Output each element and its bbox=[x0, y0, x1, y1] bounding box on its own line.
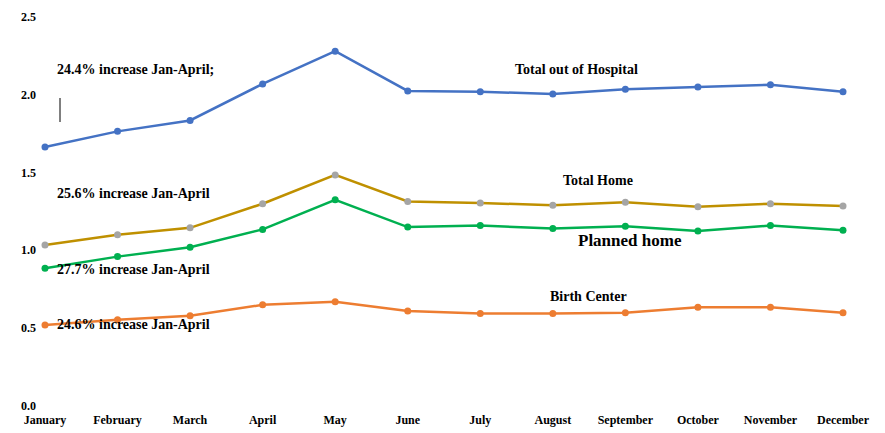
series-marker bbox=[840, 309, 847, 316]
series-marker bbox=[477, 199, 484, 206]
series-marker bbox=[477, 88, 484, 95]
x-tick-label: September bbox=[598, 413, 654, 427]
chart: 0.0 0.5 1.0 1.5 2.0 2.5 January February March Ap… bbox=[0, 0, 885, 433]
series-marker bbox=[332, 298, 339, 305]
series-marker bbox=[114, 253, 121, 260]
series-marker bbox=[549, 91, 556, 98]
series-marker bbox=[622, 86, 629, 93]
series-marker bbox=[259, 200, 266, 207]
y-tick-label: 1.0 bbox=[21, 243, 36, 257]
series-line bbox=[45, 175, 843, 245]
series-marker bbox=[332, 48, 339, 55]
series-marker bbox=[694, 304, 701, 311]
series-marker bbox=[404, 224, 411, 231]
series-marker bbox=[187, 117, 194, 124]
y-tick-label: 1.5 bbox=[21, 166, 36, 180]
series-marker bbox=[477, 310, 484, 317]
series-label: Planned home bbox=[578, 231, 682, 250]
y-tick-label: 0.5 bbox=[21, 321, 36, 335]
series-marker bbox=[767, 222, 774, 229]
series-marker bbox=[332, 196, 339, 203]
annotation: 25.6% increase Jan-April bbox=[57, 186, 210, 201]
x-tick-label: August bbox=[534, 413, 571, 427]
series-marker bbox=[549, 202, 556, 209]
annotation: 24.4% increase Jan-April; bbox=[57, 62, 214, 77]
series-marker bbox=[622, 309, 629, 316]
series-label: Total Home bbox=[563, 173, 633, 188]
series-marker bbox=[259, 80, 266, 87]
series-marker bbox=[549, 225, 556, 232]
series-marker bbox=[767, 81, 774, 88]
x-tick-label: January bbox=[24, 413, 67, 427]
series-marker bbox=[42, 143, 49, 150]
series-marker bbox=[404, 87, 411, 94]
series-marker bbox=[259, 301, 266, 308]
series-marker bbox=[840, 227, 847, 234]
series-marker bbox=[840, 88, 847, 95]
x-tick-label: March bbox=[173, 413, 208, 427]
series-label: Total out of Hospital bbox=[515, 62, 638, 77]
series-marker bbox=[187, 244, 194, 251]
x-tick-label: November bbox=[744, 413, 798, 427]
annotation-tick bbox=[60, 98, 61, 122]
series-marker bbox=[114, 128, 121, 135]
series-marker bbox=[404, 198, 411, 205]
series-marker bbox=[622, 199, 629, 206]
series-label: Birth Center bbox=[550, 289, 627, 304]
series-marker bbox=[259, 226, 266, 233]
x-tick-label: April bbox=[249, 413, 277, 427]
series-line bbox=[45, 200, 843, 268]
x-tick-label: October bbox=[677, 413, 720, 427]
series-marker bbox=[840, 203, 847, 210]
series-marker bbox=[767, 304, 774, 311]
series-marker bbox=[404, 308, 411, 315]
series-marker bbox=[42, 265, 49, 272]
series-marker bbox=[767, 200, 774, 207]
series-marker bbox=[622, 223, 629, 230]
x-tick-label: July bbox=[469, 413, 491, 427]
series-marker bbox=[549, 310, 556, 317]
series-marker bbox=[477, 222, 484, 229]
series-marker bbox=[187, 224, 194, 231]
annotation: 27.7% increase Jan-April bbox=[57, 262, 210, 277]
series-marker bbox=[332, 171, 339, 178]
series-marker bbox=[114, 231, 121, 238]
series-marker bbox=[694, 203, 701, 210]
x-tick-label: February bbox=[93, 413, 142, 427]
y-tick-label: 0.0 bbox=[21, 399, 36, 413]
series-marker bbox=[694, 84, 701, 91]
plot-area bbox=[42, 48, 847, 329]
x-tick-label: May bbox=[324, 413, 347, 427]
x-tick-label: December bbox=[817, 413, 870, 427]
x-tick-label: June bbox=[395, 413, 420, 427]
series-marker bbox=[694, 227, 701, 234]
y-tick-label: 2.0 bbox=[21, 88, 36, 102]
series-marker bbox=[42, 241, 49, 248]
series-line bbox=[45, 51, 843, 147]
series-marker bbox=[42, 322, 49, 329]
annotation: 24.6% increase Jan-April bbox=[57, 317, 210, 332]
y-tick-label: 2.5 bbox=[21, 10, 36, 24]
